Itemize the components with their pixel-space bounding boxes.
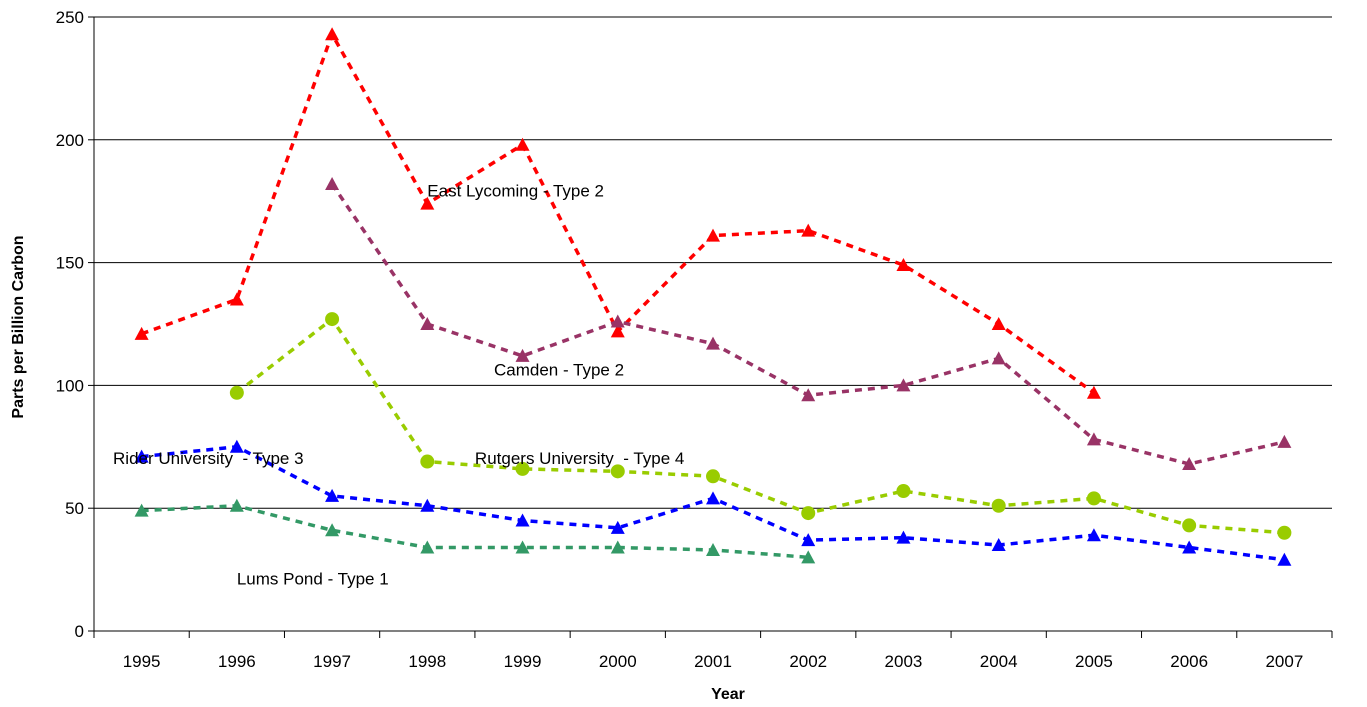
x-tick-label: 2003 (885, 652, 923, 671)
y-tick-label: 150 (56, 254, 84, 273)
data-point (1086, 432, 1101, 446)
series-line (141, 503, 809, 560)
x-tick-label: 2001 (694, 652, 732, 671)
series-label: Camden - Type 2 (494, 361, 624, 380)
data-point (515, 513, 530, 527)
y-tick-label: 50 (65, 499, 84, 518)
data-point (801, 533, 816, 547)
data-point (325, 27, 340, 41)
data-point (991, 498, 1006, 513)
data-point (1277, 525, 1292, 540)
y-tick-label: 0 (75, 622, 84, 641)
x-tick-label: 2005 (1075, 652, 1113, 671)
x-tick-label: 1996 (218, 652, 256, 671)
data-point (515, 348, 530, 362)
data-point (610, 314, 625, 328)
data-point (325, 177, 340, 191)
data-point (420, 454, 435, 469)
data-point (1277, 434, 1292, 448)
data-point (325, 523, 340, 537)
y-tick-label: 200 (56, 131, 84, 150)
data-point (991, 351, 1006, 365)
series-label: East Lycoming - Type 2 (427, 181, 604, 200)
data-point (1277, 552, 1292, 566)
data-point (1086, 528, 1101, 542)
x-tick-label: 2007 (1265, 652, 1303, 671)
x-tick-label: 1995 (123, 652, 161, 671)
data-point (896, 378, 911, 392)
data-point (1182, 518, 1197, 533)
x-axis-title: Year (711, 686, 745, 703)
data-point (610, 540, 625, 554)
data-point (420, 196, 435, 210)
data-point (706, 542, 720, 556)
y-tick-label: 250 (56, 8, 84, 27)
data-point (991, 317, 1006, 330)
data-point (420, 498, 435, 512)
data-point (610, 324, 625, 338)
data-point (706, 228, 720, 242)
x-tick-label: 1998 (408, 652, 446, 671)
series-label: Lums Pond - Type 1 (237, 569, 389, 588)
data-point (896, 484, 911, 499)
data-point (134, 503, 149, 517)
x-tick-label: 1999 (504, 652, 542, 671)
data-point (229, 439, 244, 453)
x-tick-label: 2006 (1170, 652, 1208, 671)
data-point (134, 449, 149, 463)
data-point (325, 312, 340, 327)
series-label: Rutgers University - Type 4 (475, 449, 684, 468)
data-point (801, 223, 816, 237)
data-point (801, 550, 816, 564)
data-point (134, 326, 149, 340)
x-tick-label: 2004 (980, 652, 1018, 671)
data-point (515, 540, 530, 554)
y-tick-label: 100 (56, 376, 84, 395)
data-point (896, 530, 911, 544)
data-point (706, 336, 720, 350)
data-point (801, 506, 816, 521)
series-markers (134, 27, 1292, 566)
data-point (610, 520, 625, 534)
axes: 0 50 100 150 200 250 1995 1996 1997 1998 1999 2000 2… (56, 8, 1333, 671)
series-labels: East Lycoming - Type 2 Camden - Type 2 Rut… (113, 181, 684, 588)
data-point (896, 258, 911, 272)
data-point (229, 498, 244, 512)
data-point (801, 388, 816, 402)
data-point (420, 540, 435, 554)
data-point (991, 538, 1006, 552)
series-line (235, 316, 1285, 535)
data-point (706, 491, 720, 505)
x-tick-label: 1997 (313, 652, 351, 671)
gridlines (94, 16, 1332, 509)
series-line (141, 29, 1095, 395)
data-point (1182, 540, 1197, 554)
data-point (325, 488, 340, 502)
series-label: Rider University - Type 3 (113, 449, 304, 468)
data-point (515, 461, 530, 476)
data-point (610, 464, 625, 479)
data-point (229, 292, 244, 306)
x-tick-label: 2002 (789, 652, 827, 671)
x-tick-label: 2000 (599, 652, 637, 671)
data-point (515, 137, 530, 151)
data-point (229, 385, 244, 400)
y-axis-title: Parts per Billion Carbon (10, 235, 27, 418)
data-point (1086, 385, 1101, 399)
data-point (420, 317, 435, 330)
data-point (706, 469, 720, 484)
data-point (1086, 491, 1101, 506)
data-point (1182, 456, 1197, 470)
